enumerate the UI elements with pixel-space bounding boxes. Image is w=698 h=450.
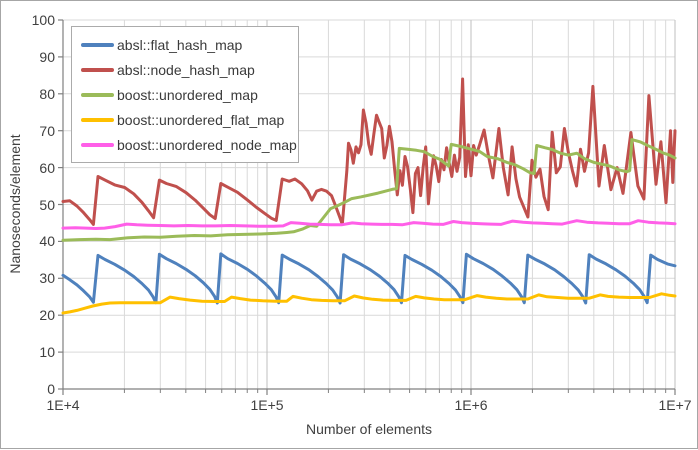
series-line-absl-flat-hash-map — [61, 252, 677, 305]
x-tick-label: 1E+4 — [46, 397, 80, 413]
legend-swatch-boost-unordered-node-map — [81, 142, 114, 147]
y-tick-label: 90 — [39, 48, 55, 65]
legend-swatch-boost-unordered-flat-map — [81, 117, 114, 122]
legend: absl::flat_hash_map absl::node_hash_map … — [71, 26, 299, 163]
x-tick-label: 1E+7 — [658, 397, 692, 413]
x-axis-title: Number of elements — [305, 421, 433, 437]
series-line-absl-node-hash-map — [61, 77, 677, 226]
y-tick-label: 50 — [39, 196, 55, 213]
y-tick-label: 40 — [39, 233, 55, 250]
legend-item-boost-unordered-flat-map: boost::unordered_flat_map — [81, 112, 294, 128]
legend-item-absl-node-hash-map: absl::node_hash_map — [81, 62, 294, 78]
legend-item-boost-unordered-node-map: boost::unordered_node_map — [81, 136, 297, 153]
x-tick-label: 1E+6 — [454, 397, 488, 413]
series-line-boost-unordered-node-map — [61, 219, 677, 230]
series-line-boost-unordered-map — [61, 138, 677, 242]
legend-label: absl::flat_hash_map — [117, 36, 243, 53]
legend-item-boost-unordered-map: boost::unordered_map — [81, 87, 294, 103]
legend-item-absl-flat-hash-map: absl::flat_hash_map — [81, 37, 294, 53]
legend-swatch-absl-flat-hash-map — [81, 42, 114, 47]
y-tick-label: 70 — [39, 122, 55, 139]
y-tick-label: 10 — [39, 344, 55, 361]
y-tick-label: 100 — [31, 12, 55, 28]
y-tick-label: 0 — [47, 381, 55, 397]
legend-label: boost::unordered_map — [117, 86, 258, 103]
series-line-boost-unordered-flat-map — [61, 292, 677, 315]
y-tick-label: 80 — [39, 85, 55, 102]
y-tick-label: 20 — [39, 307, 55, 324]
y-tick-label: 60 — [39, 159, 55, 176]
legend-swatch-boost-unordered-map — [81, 92, 114, 97]
legend-label: absl::node_hash_map — [117, 61, 255, 78]
legend-label: boost::unordered_flat_map — [117, 111, 285, 128]
x-tick-label: 1E+5 — [250, 397, 284, 413]
y-tick-label: 30 — [39, 270, 55, 287]
legend-label: boost::unordered_node_map — [117, 136, 297, 153]
legend-swatch-absl-node-hash-map — [81, 67, 114, 72]
